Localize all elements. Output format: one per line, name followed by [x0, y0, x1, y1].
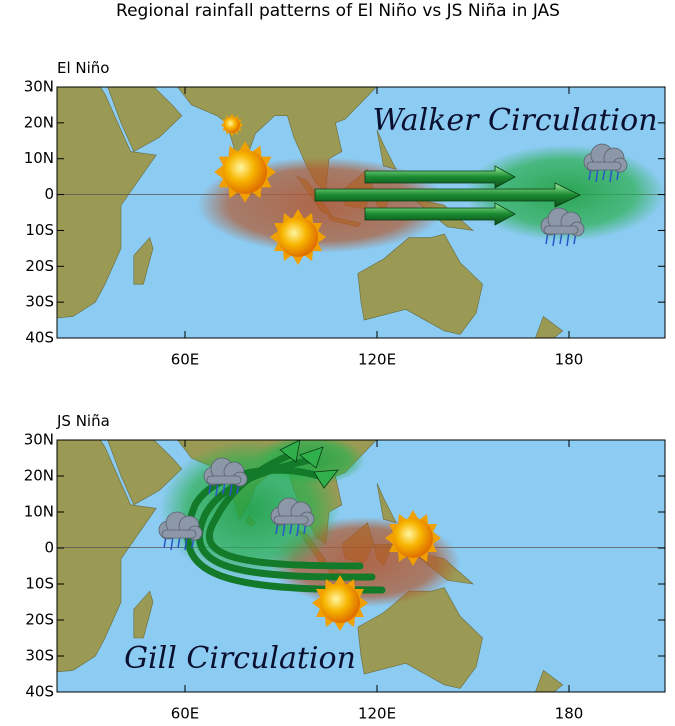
x-tick-label: 120E: [358, 705, 396, 723]
y-tick-label: 30S: [25, 293, 54, 311]
y-tick-label: 30N: [24, 431, 54, 449]
axes: 30N 20N 10N 0 10S 20S 30S 40S 60E 120E 180: [24, 78, 665, 369]
y-tick-label: 30N: [24, 78, 54, 96]
y-tick-label: 20S: [25, 611, 54, 629]
circulation-arrows: [314, 165, 581, 226]
map-frame: [56, 86, 666, 339]
map-panel: JS Niña Gill Circulation 30N 20N 10N 0 10S 20…: [24, 412, 666, 723]
y-tick-label: 40S: [25, 329, 54, 347]
axes: 30N 20N 10N 0 10S 20S 30S 40S 60E 120E 180: [24, 431, 665, 723]
panel-title: El Niño: [57, 59, 110, 77]
y-tick-label: 20N: [24, 467, 54, 485]
y-tick-label: 10N: [24, 149, 54, 167]
y-tick-label: 10S: [25, 221, 54, 239]
y-tick-label: 40S: [25, 683, 54, 701]
arrow-heads: [279, 440, 339, 489]
map-panel: El Niño Walker Circulation 30N 20N 10N 0 10S…: [24, 59, 666, 369]
y-tick-label: 10S: [25, 575, 54, 593]
y-tick-label: 0: [44, 185, 54, 203]
y-tick-label: 20S: [25, 257, 54, 275]
panel-title: JS Niña: [56, 412, 110, 430]
figure-title: Regional rainfall patterns of El Niño vs…: [116, 1, 560, 21]
y-tick-label: 0: [44, 539, 54, 557]
y-tick-label: 30S: [25, 647, 54, 665]
x-tick-label: 60E: [171, 705, 200, 723]
annotation: Gill Circulation: [124, 641, 356, 676]
y-tick-label: 10N: [24, 503, 54, 521]
x-tick-label: 180: [555, 705, 584, 723]
x-tick-label: 180: [555, 351, 584, 369]
x-tick-label: 60E: [171, 351, 200, 369]
map-frame: [56, 439, 666, 693]
y-tick-label: 20N: [24, 113, 54, 131]
annotation: Walker Circulation: [372, 103, 657, 138]
x-tick-label: 120E: [358, 351, 396, 369]
